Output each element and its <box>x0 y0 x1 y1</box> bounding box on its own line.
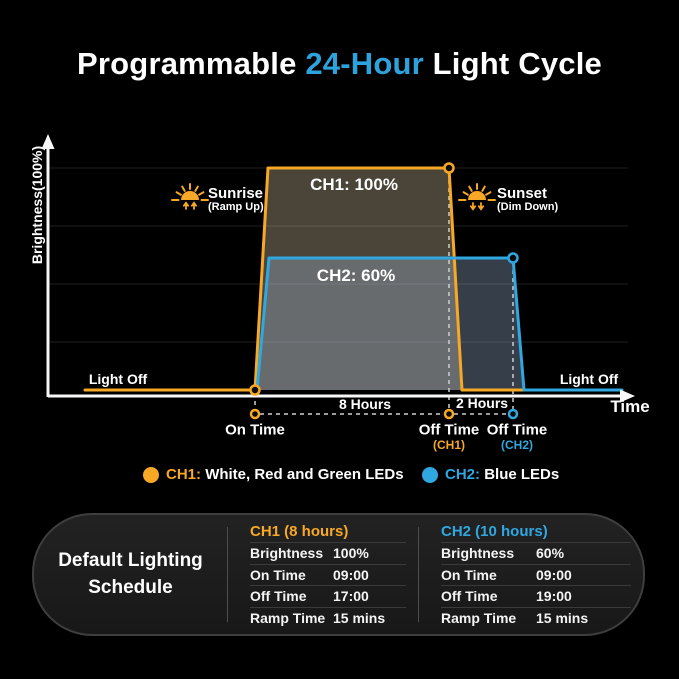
sunset-subtitle: (Dim Down) <box>497 200 559 213</box>
y-axis <box>41 134 55 397</box>
sunrise-subtitle: (Ramp Up) <box>208 200 264 213</box>
row-label: Ramp Time <box>250 609 326 626</box>
row-value: 19:00 <box>536 588 572 605</box>
schedule-title: Default Lighting Schedule <box>34 515 227 634</box>
title-part2: Light Cycle <box>423 46 602 81</box>
divider <box>418 527 419 622</box>
table-row: Off Time 17:00 <box>250 585 406 607</box>
page-title: Programmable 24-Hour Light Cycle <box>0 46 679 82</box>
row-value: 15 mins <box>536 609 589 626</box>
row-value: 15 mins <box>333 609 386 626</box>
off-time-ch2-tag: (CH2) <box>501 438 533 452</box>
table-row: Ramp Time 15 mins <box>441 606 631 629</box>
sunset-title: Sunset <box>497 185 548 202</box>
sunset-label: Sunset (Dim Down) <box>497 186 558 213</box>
ch2-off-marker <box>507 252 519 264</box>
sunrise-icon <box>171 183 209 210</box>
table-row: Ramp Time 15 mins <box>250 606 406 629</box>
title-part1: Programmable <box>77 46 306 81</box>
x-axis <box>48 389 635 403</box>
on-time-label: On Time <box>225 421 285 439</box>
row-label: Off Time <box>441 588 498 605</box>
row-value: 17:00 <box>333 588 369 605</box>
row-label: Off Time <box>250 588 307 605</box>
row-value: 09:00 <box>536 566 572 583</box>
y-axis-label: Brightness(100%) <box>29 145 45 265</box>
ch1-legend-dot-icon <box>143 466 159 483</box>
x-axis-label: Time <box>610 397 650 416</box>
row-value: 60% <box>536 545 565 562</box>
row-value: 09:00 <box>333 566 369 583</box>
ch2-off-tick-marker <box>507 408 519 420</box>
curve-markers <box>249 162 519 420</box>
sunrise-title: Sunrise <box>208 185 264 202</box>
gridlines <box>50 167 628 343</box>
ch2-column-header: CH2 (10 hours) <box>441 523 548 540</box>
table-row: On Time 09:00 <box>441 563 631 586</box>
default-schedule-panel: Default Lighting Schedule CH1 (8 hours) … <box>32 513 645 636</box>
legend-ch1: CH1: White, Red and Green LEDs <box>143 466 404 483</box>
schedule-column-ch2: CH2 (10 hours) Brightness 60% On Time 09… <box>419 515 643 634</box>
off-time-ch1-tag: (CH1) <box>433 438 465 452</box>
ch1-area-label: CH1: 100% <box>310 175 398 194</box>
row-label: Brightness <box>441 545 515 562</box>
schedule-column-ch1: CH1 (8 hours) Brightness 100% On Time 09… <box>228 515 418 634</box>
row-label: Ramp Time <box>441 609 517 626</box>
off-time-ch1-label: Off Time <box>418 421 480 439</box>
row-label: Brightness <box>250 545 324 562</box>
legend-ch1-label: CH1: <box>166 466 202 483</box>
legend-ch2: CH2: Blue LEDs <box>422 466 559 483</box>
ch1-off-tick-marker <box>443 408 455 420</box>
ch2-legend-dot-icon <box>422 466 438 483</box>
ch1-area <box>255 168 462 390</box>
title-highlight: 24-Hour <box>305 46 424 81</box>
table-row: Off Time 19:00 <box>441 585 631 607</box>
row-label: On Time <box>250 566 306 583</box>
on-time-marker <box>249 384 261 396</box>
light-off-left-label: Light Off <box>88 371 148 387</box>
table-row: Brightness 100% <box>250 542 406 564</box>
on-time-tick-marker <box>249 408 261 420</box>
ch1-column-header: CH1 (8 hours) <box>250 523 349 540</box>
off-time-ch2-label: Off Time <box>486 421 548 439</box>
row-label: On Time <box>441 566 497 583</box>
row-value: 100% <box>333 545 369 562</box>
span-8-hours-label: 8 Hours <box>338 396 392 412</box>
table-row: Brightness 60% <box>441 542 631 564</box>
schedule-title-line1: Default Lighting <box>58 549 203 571</box>
ch1-curve <box>83 166 526 392</box>
ch1-off-marker <box>443 162 455 174</box>
legend-ch2-desc: Blue LEDs <box>484 466 560 483</box>
ch2-area-label: CH2: 60% <box>316 266 396 285</box>
legend-ch1-desc: White, Red and Green LEDs <box>205 466 404 483</box>
span-2-hours-label: 2 Hours <box>455 395 509 411</box>
sunrise-label: Sunrise (Ramp Up) <box>208 186 264 213</box>
divider <box>227 527 228 622</box>
table-row: On Time 09:00 <box>250 563 406 586</box>
legend-ch2-label: CH2: <box>445 466 481 483</box>
schedule-title-line2: Schedule <box>88 576 173 598</box>
light-off-right-label: Light Off <box>559 371 619 387</box>
sunset-icon <box>458 183 496 211</box>
